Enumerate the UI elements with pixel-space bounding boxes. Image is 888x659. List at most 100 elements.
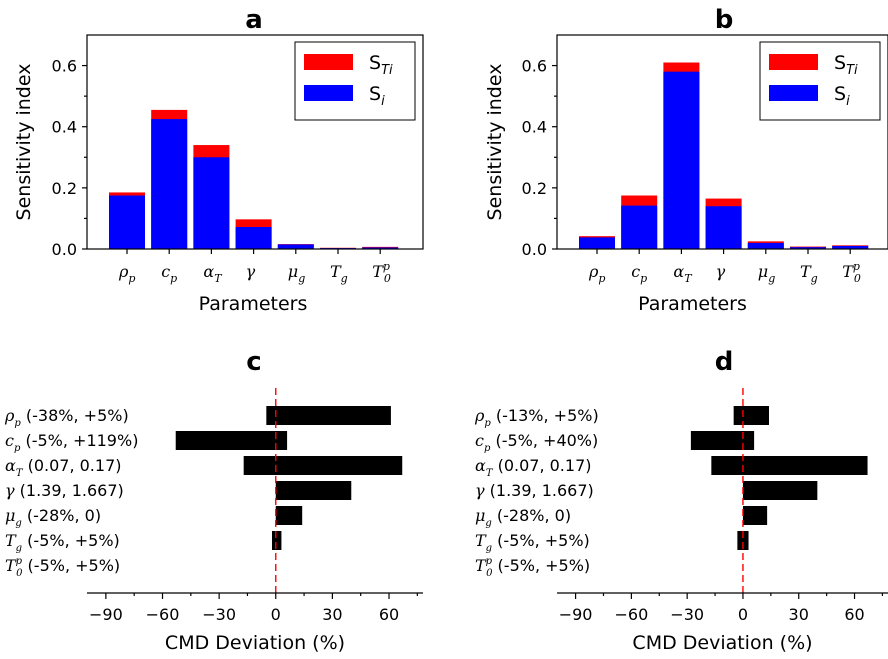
label-sub: p — [640, 272, 647, 285]
x-tick-label: 60 — [379, 605, 399, 624]
y-tick-label: 0.6 — [52, 57, 77, 76]
panel-d-title: d — [715, 347, 734, 377]
plot-frame — [556, 34, 888, 250]
label-sub: Ti — [846, 63, 858, 78]
tornado-bar-c-3 — [275, 481, 352, 500]
label-sub: T — [684, 272, 693, 285]
y-tick-label: 0.4 — [522, 118, 547, 137]
tornado-row-label: Tp 0 (-5%, +5%) — [5, 556, 120, 579]
x-tick-label: ρp — [588, 262, 605, 285]
label-sub: g — [768, 272, 775, 285]
x-tick-label: 0 — [271, 605, 281, 624]
row-range: (-5%, +5%) — [28, 556, 121, 575]
panel-a: a 0.00.20.40.6ρp cp αT γ μg Tg Tp 0Sensitivity … — [13, 5, 424, 315]
panel-b: b 0.00.20.40.6ρp cp αT γ μg Tg Tp 0Sensitivity … — [484, 5, 888, 315]
tornado-row-label: ρp (-13%, +5%) — [474, 406, 599, 429]
legend-label: STi — [369, 52, 393, 78]
label-sub: i — [846, 94, 850, 109]
tornado-bar-d-4 — [742, 506, 768, 525]
x-tick-label: 60 — [844, 605, 864, 624]
bar-first-b-3 — [705, 206, 742, 249]
row-symbol: α — [475, 456, 486, 475]
bar-first-b-1 — [621, 205, 658, 249]
row-sub: 0 — [16, 568, 23, 579]
panel-c-title: c — [246, 347, 261, 377]
tornado-row-label: γ (1.39, 1.667) — [475, 481, 594, 500]
legend-swatch — [769, 85, 818, 101]
x-tick-label: Tp 0 — [372, 260, 391, 285]
x-axis-label: Parameters — [638, 293, 747, 315]
legend-swatch — [304, 54, 353, 70]
tornado-bar-c-5 — [271, 531, 282, 550]
label-base: α — [203, 262, 214, 281]
row-symbol: μ — [5, 506, 15, 525]
row-sub: p — [484, 443, 491, 454]
x-tick-label: μg — [288, 262, 305, 285]
label-sub: p — [170, 272, 177, 285]
x-tick-label: 0 — [738, 605, 748, 624]
x-tick-label: −90 — [559, 605, 593, 624]
label-base: μ — [758, 262, 768, 281]
row-symbol: c — [5, 431, 14, 450]
row-symbol: α — [5, 456, 16, 475]
tornado-row-label: Tg (-5%, +5%) — [5, 531, 120, 554]
x-tick-label: −60 — [146, 605, 180, 624]
legend-swatch — [304, 85, 353, 101]
label-base: S — [834, 52, 846, 74]
x-tick-label: Tp 0 — [842, 260, 861, 285]
tornado-row-label: αT (0.07, 0.17) — [475, 456, 591, 479]
y-tick-label: 0.2 — [52, 179, 77, 198]
bar-first-a-4 — [277, 244, 314, 249]
row-sub: T — [16, 468, 24, 479]
label-sub: T — [214, 272, 223, 285]
bar-first-a-6 — [362, 247, 399, 249]
panel-d: d ρp (-13%, +5%)cp (-5%, +40%)αT (0.07, … — [474, 347, 888, 654]
row-symbol: ρ — [474, 406, 485, 425]
tornado-bar-c-0 — [266, 406, 391, 425]
y-tick-label: 0.4 — [52, 118, 77, 137]
tornado-bar-d-0 — [733, 406, 769, 425]
tornado-bar-c-1 — [175, 431, 288, 450]
legend-label: STi — [834, 52, 858, 78]
panel-a-title: a — [245, 5, 263, 35]
row-range: (-5%, +119%) — [25, 431, 138, 450]
x-tick-label: μg — [758, 262, 775, 285]
x-tick-label: −30 — [202, 605, 236, 624]
x-tick-label: 30 — [789, 605, 809, 624]
x-tick-label: γ — [246, 262, 256, 281]
x-tick-label: −90 — [89, 605, 123, 624]
x-axis-label: CMD Deviation (%) — [632, 632, 812, 654]
label-base: ρ — [118, 262, 129, 281]
label-base: T — [372, 262, 384, 281]
x-tick-label: cp — [161, 262, 177, 285]
row-symbol: ρ — [4, 406, 15, 425]
bar-first-b-6 — [832, 245, 869, 249]
y-axis-label: Sensitivity index — [484, 64, 506, 221]
legend-box — [759, 41, 881, 121]
x-tick-label: 30 — [322, 605, 342, 624]
label-base: S — [369, 83, 381, 105]
row-range: (1.39, 1.667) — [490, 481, 594, 500]
label-sub: g — [811, 272, 818, 285]
row-range: (-28%, 0) — [497, 506, 571, 525]
tornado-row-label: ρp (-38%, +5%) — [4, 406, 129, 429]
row-range: (-5%, +5%) — [27, 531, 120, 550]
label-base: T — [330, 262, 342, 281]
panel-c: c ρp (-38%, +5%)cp (-5%, +119%)αT (0.07,… — [4, 347, 423, 654]
tornado-bar-c-2 — [243, 456, 403, 475]
tornado-row-label: μg (-28%, 0) — [5, 506, 101, 529]
label-sub: g — [298, 272, 305, 285]
y-axis-label: Sensitivity index — [13, 64, 35, 221]
row-range: (0.07, 0.17) — [28, 456, 122, 475]
row-symbol: T — [475, 531, 487, 550]
x-tick-label: −30 — [670, 605, 704, 624]
tornado-row-label: Tp 0 (-5%, +5%) — [475, 556, 590, 579]
label-sub: g — [341, 272, 348, 285]
label-base: μ — [288, 262, 298, 281]
row-symbol: γ — [475, 481, 485, 500]
x-tick-label: ρp — [118, 262, 135, 285]
row-range: (-5%, +40%) — [495, 431, 598, 450]
row-sub: g — [15, 518, 21, 529]
row-sub: g — [485, 518, 491, 529]
